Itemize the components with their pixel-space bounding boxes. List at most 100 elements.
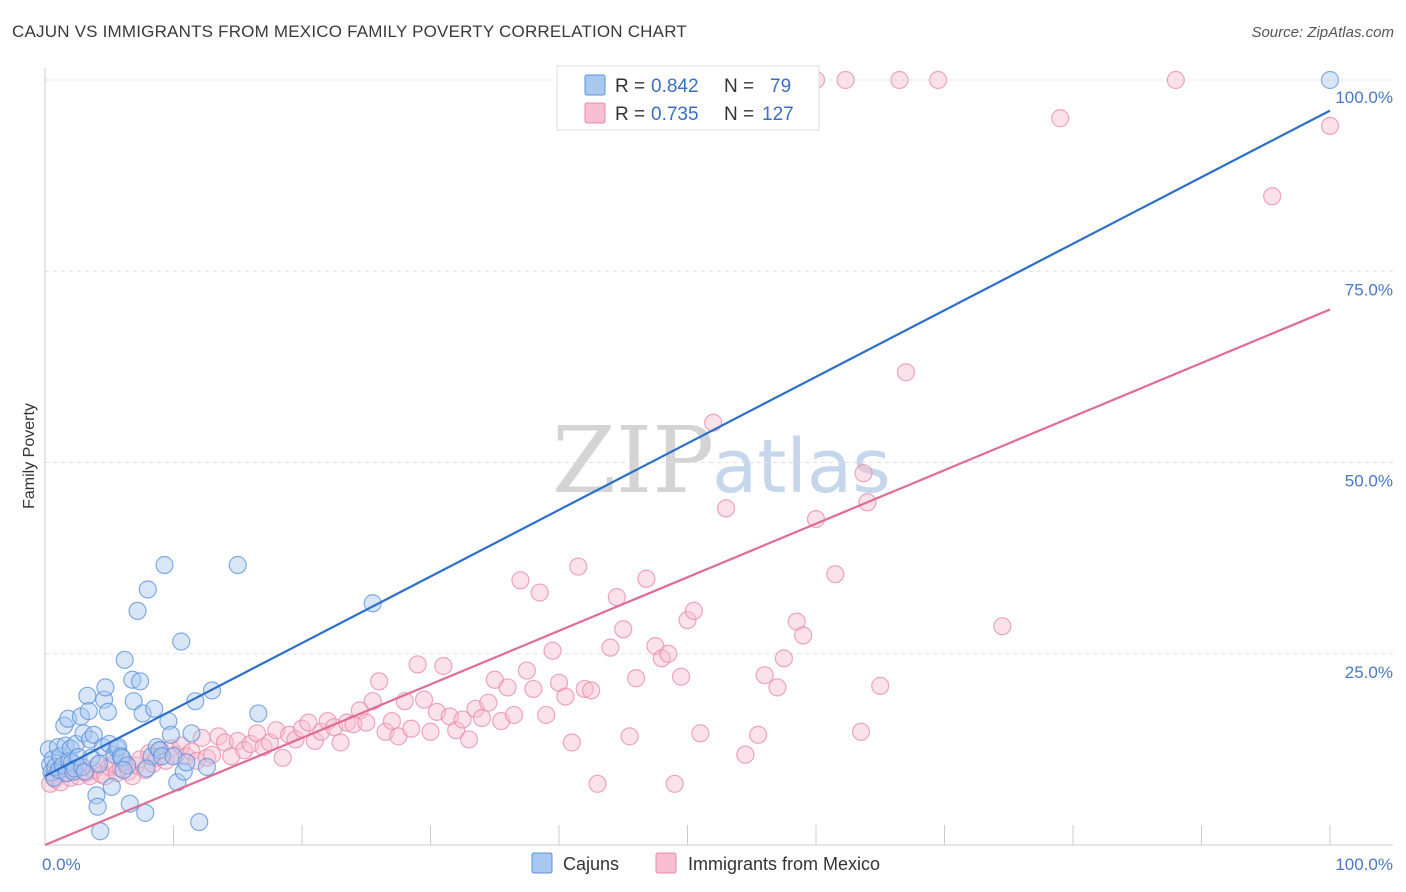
mexico-point-120 [768, 678, 787, 697]
y-tick-label-2: 75.0% [1345, 280, 1393, 299]
y-tick-labels: 25.0% 50.0% 75.0% 100.0% [1335, 88, 1393, 682]
cajun-point-73 [249, 704, 268, 723]
legend-swatch-cajuns [584, 74, 606, 96]
mexico-point-96 [562, 733, 581, 752]
mexico-point-83 [479, 693, 498, 712]
watermark: ZIP atlas [552, 407, 891, 514]
cajun-point-69 [190, 812, 209, 832]
series-cajuns [39, 70, 1340, 841]
correlation-legend: R = 0.842 N = 79 R = 0.735 N = 127 [556, 65, 820, 131]
mexico-point-82 [472, 708, 491, 728]
cajun-point-56 [147, 737, 166, 757]
mexico-point-65 [363, 692, 382, 711]
cajun-point-51 [133, 704, 152, 723]
mexico-point-123 [794, 626, 813, 645]
mexico-point-131 [890, 70, 909, 90]
mexico-point-55 [299, 713, 318, 732]
mexico-point-89 [517, 661, 536, 680]
cajun-point-30 [87, 786, 106, 805]
mexico-point-115 [704, 413, 723, 432]
cajun-point-61 [161, 725, 181, 744]
y-tick-label-3: 100.0% [1335, 88, 1393, 107]
mexico-point-133 [993, 617, 1012, 636]
x-tick-label-min: 0.0% [42, 855, 81, 874]
mexico-point-39 [197, 748, 217, 767]
legend-n-value-cajuns: 79 [770, 76, 791, 97]
chart-title: CAJUN VS IMMIGRANTS FROM MEXICO FAMILY P… [12, 22, 687, 41]
mexico-point-135 [1166, 70, 1185, 90]
mexico-point-134 [1051, 109, 1070, 128]
cajun-point-50 [130, 672, 150, 691]
mexico-point-129 [871, 676, 890, 695]
x-axis-ticks [173, 825, 1331, 845]
cajun-point-47 [123, 670, 142, 689]
mexico-point-121 [774, 649, 793, 668]
mexico-point-110 [665, 774, 684, 793]
cajun-point-44 [115, 650, 134, 669]
cajun-point-35 [96, 678, 115, 697]
bottom-legend-label-cajuns: Cajuns [563, 854, 619, 874]
cajun-point-78 [1320, 70, 1340, 90]
mexico-point-127 [854, 464, 873, 483]
mexico-point-95 [556, 687, 575, 706]
cajun-point-26 [79, 702, 98, 721]
mexico-point-125 [826, 565, 845, 584]
legend-r-value-mexico: 0.735 [651, 104, 699, 125]
mexico-point-76 [434, 656, 453, 676]
mexico-point-71 [402, 719, 421, 738]
mexico-point-103 [614, 620, 633, 639]
bottom-legend-label-mexico: Immigrants from Mexico [688, 854, 880, 874]
cajun-point-59 [155, 555, 174, 575]
mexico-point-101 [601, 638, 620, 657]
x-tick-label-max: 100.0% [1335, 855, 1393, 874]
mexico-point-72 [408, 655, 427, 674]
watermark-atlas: atlas [712, 424, 891, 510]
mexico-point-132 [928, 70, 948, 90]
mexico-point-90 [524, 679, 543, 699]
mexico-point-79 [453, 710, 472, 729]
trendline-cajuns [44, 109, 1331, 778]
cajun-point-72 [228, 555, 247, 575]
mexico-point-136 [1263, 187, 1282, 206]
mexico-point-93 [543, 641, 562, 660]
mexico-point-113 [684, 601, 704, 621]
mexico-point-111 [671, 667, 691, 686]
legend-r-label-mexico: R = [615, 104, 645, 125]
mexico-point-105 [626, 669, 646, 688]
legend-swatch-mexico [584, 102, 606, 124]
legend-n-value-mexico: 127 [762, 104, 794, 125]
mexico-point-99 [582, 681, 601, 700]
bottom-legend-swatch-mexico [655, 852, 677, 874]
cajun-point-76 [114, 760, 133, 780]
trendline-mexico [44, 308, 1331, 847]
cajun-point-64 [172, 632, 191, 651]
mexico-point-137 [1320, 116, 1340, 136]
mexico-point-109 [659, 644, 678, 663]
cajun-point-70 [197, 757, 217, 777]
cajun-point-75 [89, 754, 109, 774]
legend-r-label-cajuns: R = [615, 76, 645, 97]
mexico-point-98 [575, 679, 594, 699]
mexico-point-66 [370, 672, 389, 691]
mexico-point-60 [331, 733, 350, 752]
mexico-point-36 [182, 742, 201, 761]
mexico-point-88 [511, 571, 530, 590]
mexico-point-116 [716, 499, 736, 518]
legend-n-label-mexico: N = [724, 104, 754, 125]
mexico-point-87 [504, 705, 524, 725]
mexico-point-86 [498, 678, 517, 697]
y-tick-label-0: 25.0% [1345, 663, 1393, 682]
mexico-point-106 [637, 569, 656, 588]
mexico-point-100 [588, 774, 607, 793]
mexico-point-64 [357, 713, 376, 732]
mexico-point-130 [896, 363, 916, 382]
cajun-point-55 [145, 699, 164, 718]
cajun-point-36 [98, 702, 118, 721]
mexico-point-80 [459, 730, 479, 749]
cajun-point-25 [78, 686, 97, 705]
mexico-point-119 [755, 666, 774, 685]
trendlines [44, 109, 1331, 847]
watermark-zip: ZIP [552, 407, 714, 514]
cajun-point-48 [124, 692, 143, 711]
